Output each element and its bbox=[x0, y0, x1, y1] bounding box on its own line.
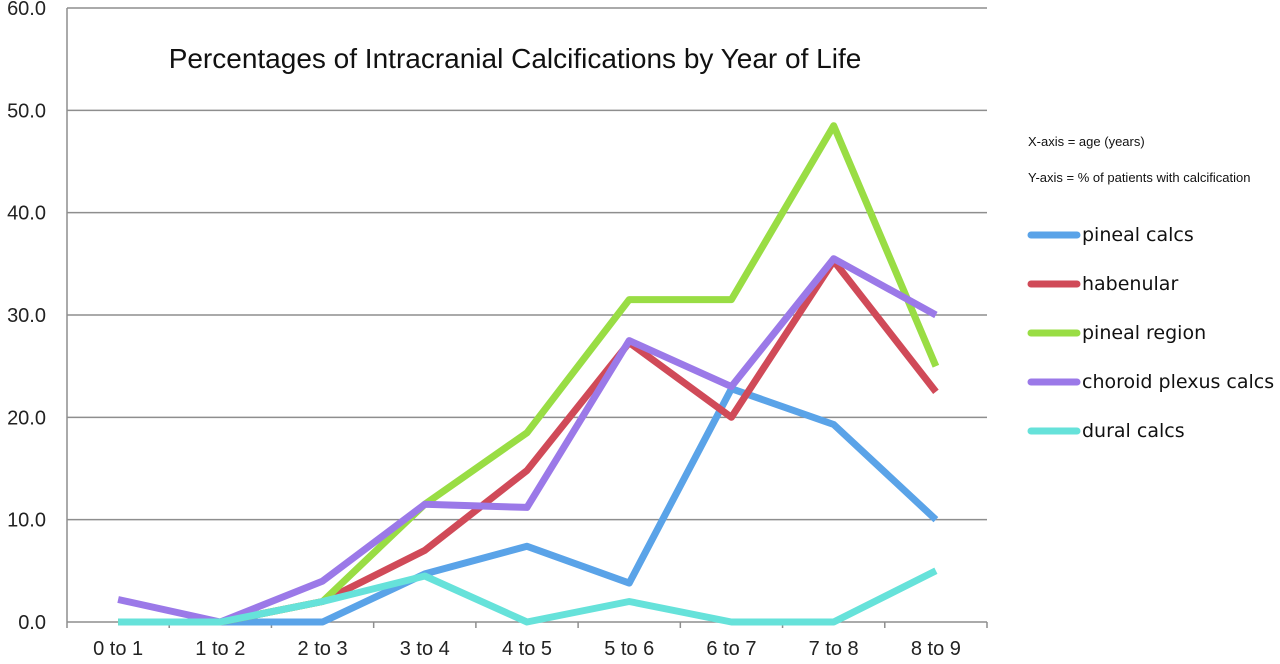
y-tick-label: 50.0 bbox=[7, 100, 46, 122]
series-line-choroid-plexus-calcs bbox=[117, 255, 938, 626]
y-axis-note: Y-axis = % of patients with calcificatio… bbox=[1028, 170, 1250, 185]
x-tick-label: 0 to 1 bbox=[93, 638, 143, 660]
x-tick-label: 4 to 5 bbox=[502, 638, 552, 660]
y-tick-label: 30.0 bbox=[7, 305, 46, 327]
x-tick-label: 8 to 9 bbox=[911, 638, 961, 660]
x-tick-label: 5 to 6 bbox=[604, 638, 654, 660]
y-tick-label: 10.0 bbox=[7, 510, 46, 532]
legend-label: habenular bbox=[1082, 273, 1178, 295]
series-line-dural-calcs bbox=[118, 567, 938, 626]
x-tick-label: 3 to 4 bbox=[400, 638, 450, 660]
legend: pineal calcs habenular pineal region choroi… bbox=[1027, 224, 1274, 442]
y-tick-labels: 0.0 10.0 20.0 30.0 40.0 50.0 60.0 bbox=[7, 0, 46, 634]
axis-notes: X-axis = age (years) Y-axis = % of patie… bbox=[1028, 134, 1250, 185]
axes bbox=[66, 8, 988, 628]
chart-title: Percentages of Intracranial Calcificatio… bbox=[169, 43, 862, 74]
legend-label: choroid plexus calcs bbox=[1082, 371, 1274, 393]
series-line-pineal-calcs bbox=[118, 385, 939, 626]
x-tick-label: 7 to 8 bbox=[809, 638, 859, 660]
y-tick-label: 0.0 bbox=[18, 612, 46, 634]
y-tick-label: 60.0 bbox=[7, 0, 46, 20]
series-lines bbox=[117, 122, 940, 626]
gridlines bbox=[67, 7, 987, 623]
x-tick-label: 2 to 3 bbox=[298, 638, 348, 660]
x-tick-label: 6 to 7 bbox=[706, 638, 756, 660]
legend-label: pineal region bbox=[1082, 322, 1206, 344]
y-tick-label: 40.0 bbox=[7, 203, 46, 225]
legend-label: pineal calcs bbox=[1082, 224, 1194, 246]
x-axis-note: X-axis = age (years) bbox=[1028, 134, 1145, 149]
x-tick-labels: 0 to 1 1 to 2 2 to 3 3 to 4 4 to 5 5 to 6 6 to… bbox=[93, 638, 961, 660]
legend-label: dural calcs bbox=[1082, 420, 1185, 442]
x-tick-label: 1 to 2 bbox=[195, 638, 245, 660]
y-tick-label: 20.0 bbox=[7, 407, 46, 429]
